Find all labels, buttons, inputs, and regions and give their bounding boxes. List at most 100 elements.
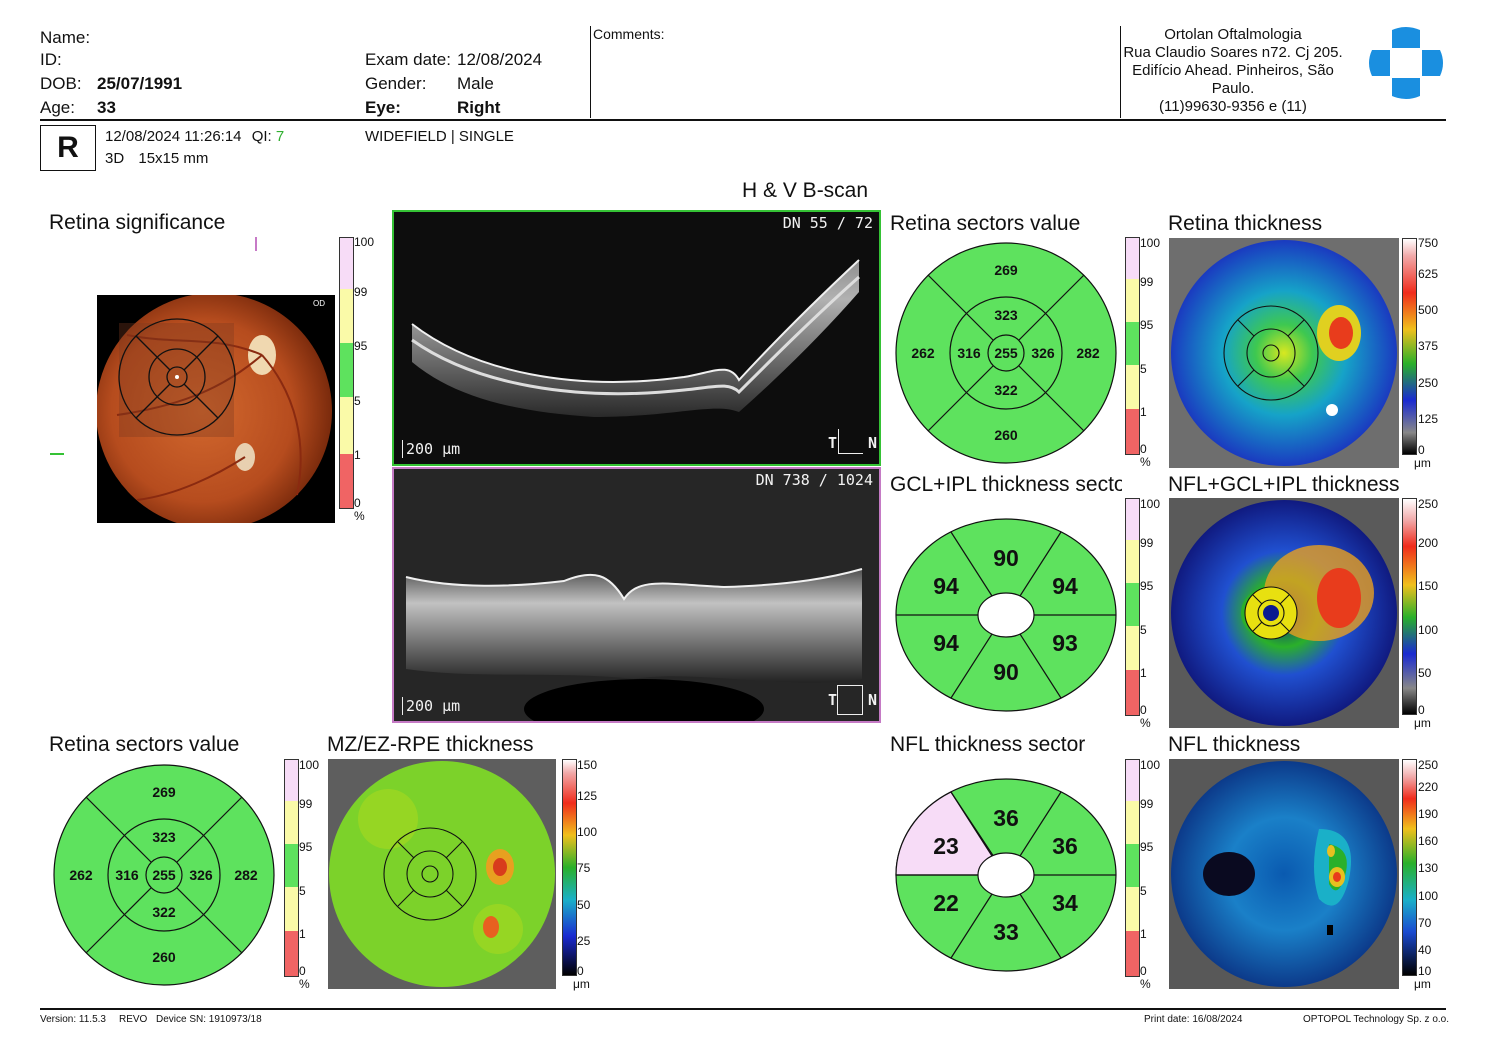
gender-label: Gender: (365, 74, 427, 93)
clinic-address: Ortolan Oftalmologia Rua Claudio Soares … (1122, 26, 1344, 116)
device-serial: Device SN: 1910973/18 (156, 1014, 262, 1025)
scale-unit: % (1140, 977, 1151, 991)
eye-indicator-badge: R (40, 125, 96, 171)
scale-label: 250 (1418, 376, 1439, 390)
scale-label: 5 (1140, 362, 1147, 376)
temporal-label: T (827, 691, 837, 709)
mz-thickness-title: MZ/EZ-RPE thickness (327, 733, 534, 756)
sector-value: 90 (993, 545, 1019, 571)
scan-mode: WIDEFIELD | SINGLE (365, 128, 514, 145)
clinic-address-line: Edifício Ahead. Pinheiros, São (1132, 62, 1334, 79)
nfl-thickness-map[interactable] (1169, 759, 1399, 989)
scale-label: 5 (1140, 623, 1147, 637)
scale-unit: μm (1414, 456, 1431, 470)
scale-label: 500 (1418, 303, 1439, 317)
scale-label: 1 (299, 927, 306, 941)
scale-label: 125 (1418, 412, 1439, 426)
sector-value: 316 (957, 345, 981, 361)
scale-label: 150 (1418, 579, 1439, 593)
scan-size: 15x15 mm (138, 150, 209, 167)
scale-label: 99 (1140, 275, 1154, 289)
scale-label: 95 (1140, 579, 1154, 593)
orientation-arrow-icon (838, 429, 863, 454)
scale-label: 10 (1418, 964, 1432, 978)
fundus-eye-tag: OD (313, 299, 325, 308)
company-name: OPTOPOL Technology Sp. z o.o. (1303, 1014, 1450, 1025)
scale-unit: μm (573, 977, 590, 991)
scale-label: 625 (1418, 267, 1439, 281)
horizontal-bscan[interactable]: DN 55 / 72 200 μm T N (392, 210, 881, 466)
sector-value: 34 (1052, 890, 1078, 916)
scale-label: 0 (1140, 964, 1147, 978)
scale-label: 100 (1418, 889, 1439, 903)
sector-value: 90 (993, 659, 1019, 685)
scale-label: 0 (1140, 442, 1147, 456)
bscan-v-position: DN 738 / 1024 (755, 471, 873, 489)
sector-value: 93 (1052, 630, 1078, 656)
scale-label: 250 (1418, 758, 1439, 772)
scale-label: 0 (354, 496, 361, 510)
device-model: REVO (119, 1014, 148, 1025)
sector-value: 322 (994, 382, 1018, 398)
comments-label: Comments: (593, 26, 665, 42)
thickness-color-scale (562, 759, 577, 976)
clinic-name: Ortolan Oftalmologia (1164, 26, 1302, 43)
sector-value: 316 (115, 867, 139, 883)
fundus-image: OD (97, 295, 335, 523)
scale-label: 125 (577, 789, 598, 803)
divider (1120, 26, 1121, 118)
sector-value: 255 (994, 345, 1018, 361)
software-version: Version: 11.5.3 (40, 1014, 106, 1025)
sector-value: 323 (152, 829, 176, 845)
retina-sectors-chart: 269 260 262 282 323 322 316 326 255 (895, 242, 1117, 464)
scale-label: 1 (1140, 927, 1147, 941)
scale-label: 95 (1140, 318, 1154, 332)
scale-label: 95 (354, 339, 368, 353)
scan-datetime-value: 12/08/2024 11:26:14 (105, 128, 242, 145)
orientation-arrow-icon (837, 685, 863, 715)
sector-value: 36 (993, 805, 1019, 831)
vertical-bscan[interactable]: DN 738 / 1024 200 μm T N (392, 467, 881, 723)
sector-value: 323 (994, 307, 1018, 323)
scale-label: 750 (1418, 236, 1439, 250)
retina-significance-title: Retina significance (49, 211, 226, 234)
sector-value: 22 (933, 890, 959, 916)
scale-label: 5 (354, 394, 361, 408)
sector-value: 36 (1052, 833, 1078, 859)
nfl-thickness-title: NFL thickness (1168, 733, 1301, 756)
scale-label: 95 (1140, 840, 1154, 854)
significance-scale (1125, 498, 1140, 716)
sector-value: 23 (933, 833, 959, 859)
sector-value: 262 (911, 345, 935, 361)
scale-label: 100 (1140, 497, 1161, 511)
scale-label: 150 (577, 758, 598, 772)
bscan-title: H & V B-scan (742, 179, 869, 202)
sector-value: 255 (152, 867, 176, 883)
dob-label: DOB: (40, 74, 82, 93)
sector-value: 94 (933, 630, 959, 656)
mz-ez-rpe-thickness-map[interactable] (328, 759, 556, 989)
scale-label: 0 (577, 964, 584, 978)
clinic-phone: (11)99630-9356 e (11) (1159, 98, 1307, 115)
sector-value: 282 (234, 867, 258, 883)
scale-label: 0 (1418, 703, 1425, 717)
sector-value: 94 (933, 573, 959, 599)
scale-label: 0 (1140, 703, 1147, 717)
significance-scale (1125, 759, 1140, 977)
nfl-sectors-chart: 36 33 23 36 22 34 (895, 778, 1117, 972)
scale-label: 100 (1140, 236, 1161, 250)
sector-value: 322 (152, 904, 176, 920)
retina-thickness-map[interactable] (1169, 238, 1399, 468)
scale-label: 70 (1418, 916, 1432, 930)
age-label: Age: (40, 98, 75, 117)
sector-value: 262 (69, 867, 93, 883)
thickness-color-scale (1402, 759, 1417, 976)
nfl-gcl-thickness-map[interactable] (1169, 498, 1399, 728)
divider (590, 26, 591, 118)
scale-label: 190 (1418, 807, 1439, 821)
retina-sectors-title: Retina sectors value (890, 212, 1081, 235)
scale-label: 95 (299, 840, 313, 854)
nfl-gcl-thickness-title: NFL+GCL+IPL thickness (1168, 473, 1400, 496)
nfl-sector-title: NFL thickness sector (890, 733, 1086, 756)
scan-datetime: 12/08/2024 11:26:14 QI: 7 (105, 128, 284, 145)
